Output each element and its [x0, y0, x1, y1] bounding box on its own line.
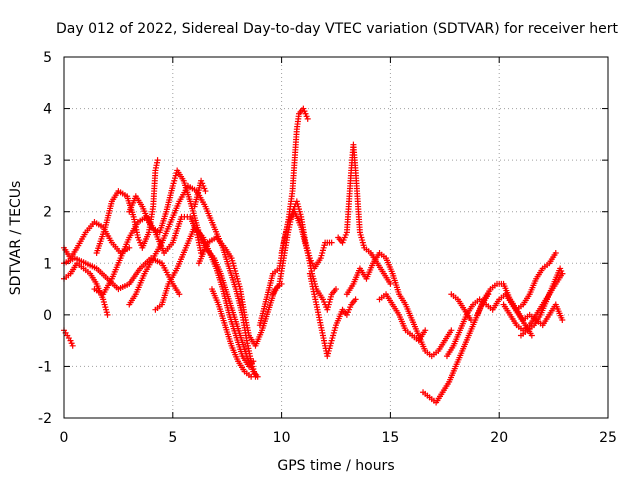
- data-point: [467, 317, 474, 324]
- x-axis-label: GPS time / hours: [277, 458, 394, 474]
- series-trace15: [278, 208, 339, 313]
- series-trace17: [335, 141, 394, 287]
- x-tick-label: 5: [168, 430, 177, 446]
- y-axis-label: SDTVAR / TECUs: [8, 181, 24, 296]
- x-tick-label: 20: [490, 430, 508, 446]
- chart-title: Day 012 of 2022, Sidereal Day-to-day VTE…: [56, 21, 618, 37]
- data-point: [328, 239, 335, 246]
- series-trace19: [376, 291, 429, 344]
- series-trace10: [195, 234, 285, 349]
- y-tick-label: 4: [43, 102, 52, 118]
- series-trace9: [152, 224, 257, 370]
- series-trace23: [474, 249, 559, 318]
- y-tick-label: -1: [38, 359, 52, 375]
- series-trace25: [507, 296, 566, 329]
- data-points: [61, 105, 566, 406]
- data-point: [528, 332, 535, 339]
- data-point: [176, 291, 183, 298]
- grid-lines: [64, 57, 608, 418]
- data-point: [202, 188, 209, 195]
- series-trace11: [191, 177, 209, 210]
- data-point: [126, 244, 133, 251]
- x-tick-labels: 0 5 10 15 20 25: [60, 430, 617, 446]
- series-trace22: [448, 291, 474, 324]
- series-trace26: [517, 265, 566, 339]
- data-point: [552, 249, 559, 256]
- data-point: [559, 270, 566, 277]
- y-tick-label: 2: [43, 205, 52, 221]
- x-tick-label: 25: [599, 430, 617, 446]
- data-point: [104, 311, 111, 318]
- data-point: [304, 115, 311, 122]
- y-tick-label: 3: [43, 153, 52, 169]
- data-point: [333, 286, 339, 293]
- x-tick-label: 10: [273, 430, 291, 446]
- series-trace1: [61, 260, 111, 318]
- series-trace4: [61, 255, 183, 298]
- x-tick-label: 15: [381, 430, 399, 446]
- data-point: [352, 296, 359, 303]
- data-point: [69, 342, 76, 349]
- y-tick-label: 5: [43, 50, 52, 66]
- y-tick-label: -2: [38, 411, 52, 427]
- data-point: [248, 373, 255, 380]
- data-point: [387, 280, 394, 287]
- data-point: [559, 317, 566, 324]
- series-trace2: [61, 327, 76, 349]
- data-point: [154, 157, 161, 164]
- data-point: [250, 358, 257, 365]
- x-tick-label: 0: [60, 430, 69, 446]
- series-trace12: [208, 286, 255, 380]
- series-trace16: [306, 270, 359, 360]
- y-tick-label: 0: [43, 308, 52, 324]
- data-point: [422, 327, 429, 334]
- data-point: [448, 327, 455, 334]
- plot-frame: [63, 56, 609, 419]
- series-trace18: [343, 249, 455, 360]
- series-trace20: [420, 291, 492, 406]
- y-tick-labels: -2 -1 0 1 2 3 4 5: [38, 50, 52, 427]
- y-tick-label: 1: [43, 256, 52, 272]
